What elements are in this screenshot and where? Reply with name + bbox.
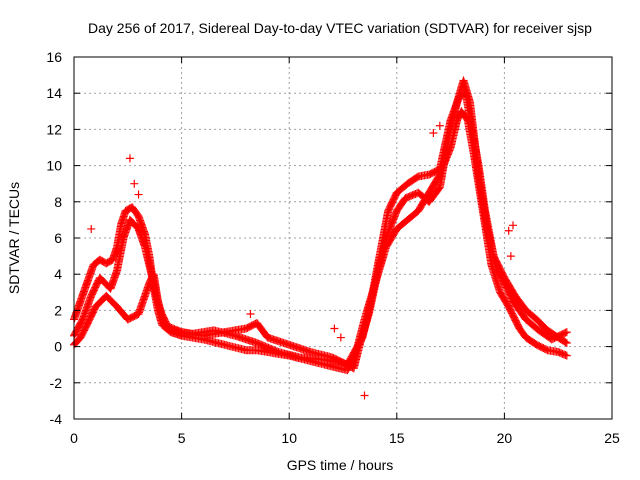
y-tick-label: 8 (54, 194, 62, 210)
data-point-trace-d-isolated (87, 224, 96, 233)
data-point-trace-b (562, 338, 571, 347)
data-point-trace-d-isolated (506, 252, 515, 261)
y-tick-label: 10 (46, 158, 62, 174)
data-point-trace-d-isolated (429, 129, 438, 138)
data-point-trace-d-isolated (504, 226, 513, 235)
x-tick-label: 5 (178, 430, 186, 446)
y-tick-label: 0 (54, 339, 62, 355)
y-tick-label: 4 (54, 266, 62, 282)
data-point-trace-d-isolated (130, 179, 139, 188)
x-tick-label: 0 (70, 430, 78, 446)
y-tick-label: -4 (50, 411, 63, 427)
data-point-trace-b (561, 338, 570, 347)
data-point-trace-a (562, 351, 571, 360)
data-point-trace-d-isolated (134, 190, 143, 199)
x-axis-label: GPS time / hours (287, 457, 394, 473)
y-tick-label: 2 (54, 302, 62, 318)
x-tick-label: 20 (497, 430, 513, 446)
x-tick-label: 15 (389, 430, 405, 446)
data-point-trace-d-isolated (435, 121, 444, 130)
data-point-trace-d-isolated (330, 324, 339, 333)
data-point-trace-c (562, 328, 571, 337)
y-tick-label: 16 (46, 49, 62, 65)
data-point-trace-c (561, 328, 570, 337)
data-point-trace-d-isolated (509, 221, 518, 230)
y-tick-label: 6 (54, 230, 62, 246)
x-tick-label: 10 (281, 430, 297, 446)
y-tick-label: -2 (50, 375, 63, 391)
data-point-trace-d-isolated (336, 333, 345, 342)
data-point-trace-d-isolated (360, 391, 369, 400)
data-point-trace-d-isolated (125, 154, 134, 163)
y-axis-label: SDTVAR / TECUs (6, 182, 22, 294)
chart-title: Day 256 of 2017, Sidereal Day-to-day VTE… (88, 20, 592, 36)
data-point-trace-a (561, 351, 570, 360)
data-points-layer (70, 76, 571, 400)
ticks-layer: 0 5 10 15 20 25 -4 -2 0 2 4 6 8 10 12 14 16 (46, 49, 620, 446)
x-tick-label: 25 (604, 430, 620, 446)
y-tick-label: 14 (46, 85, 62, 101)
y-tick-label: 12 (46, 121, 62, 137)
data-point-trace-d-isolated (246, 310, 255, 319)
